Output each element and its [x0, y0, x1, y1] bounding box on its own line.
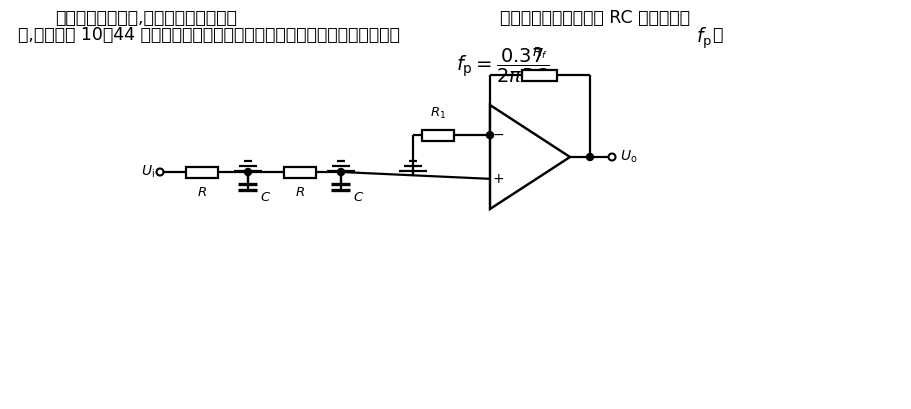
Text: 电路的基础上再加一级 RC 低通滤波电: 电路的基础上再加一级 RC 低通滤波电: [499, 9, 690, 27]
Text: +: +: [492, 172, 503, 186]
Polygon shape: [489, 105, 569, 209]
Circle shape: [586, 153, 593, 160]
Text: C: C: [353, 191, 362, 204]
Bar: [422, 130, 454, 141]
Text: 为: 为: [711, 26, 722, 44]
Text: 路,成为如图 10－44 所示的二阶低通滤波器电路。二阶低通滤波器的截止频率: 路,成为如图 10－44 所示的二阶低通滤波器电路。二阶低通滤波器的截止频率: [18, 26, 399, 44]
Text: C: C: [260, 191, 269, 204]
Bar: [283, 166, 315, 178]
Text: 为了改善滤波效果,在实际使用中常在图: 为了改善滤波效果,在实际使用中常在图: [55, 9, 237, 27]
Bar: [522, 70, 557, 81]
Text: $R_f$: $R_f$: [532, 46, 548, 61]
Bar: [186, 166, 218, 178]
Text: R: R: [295, 186, 304, 199]
Text: $R_1$: $R_1$: [429, 106, 445, 121]
Circle shape: [244, 169, 251, 175]
Text: −: −: [492, 128, 503, 142]
Text: R: R: [197, 186, 207, 199]
Circle shape: [337, 169, 344, 175]
Text: $f_\mathrm{p} = \dfrac{0.37}{2\pi RC}$: $f_\mathrm{p} = \dfrac{0.37}{2\pi RC}$: [456, 47, 548, 85]
Text: $f_\mathrm{p}$: $f_\mathrm{p}$: [695, 26, 711, 52]
Text: $U_\mathrm{o}$: $U_\mathrm{o}$: [619, 149, 637, 165]
Circle shape: [486, 132, 493, 139]
Text: $U_\mathrm{i}$: $U_\mathrm{i}$: [141, 164, 155, 180]
